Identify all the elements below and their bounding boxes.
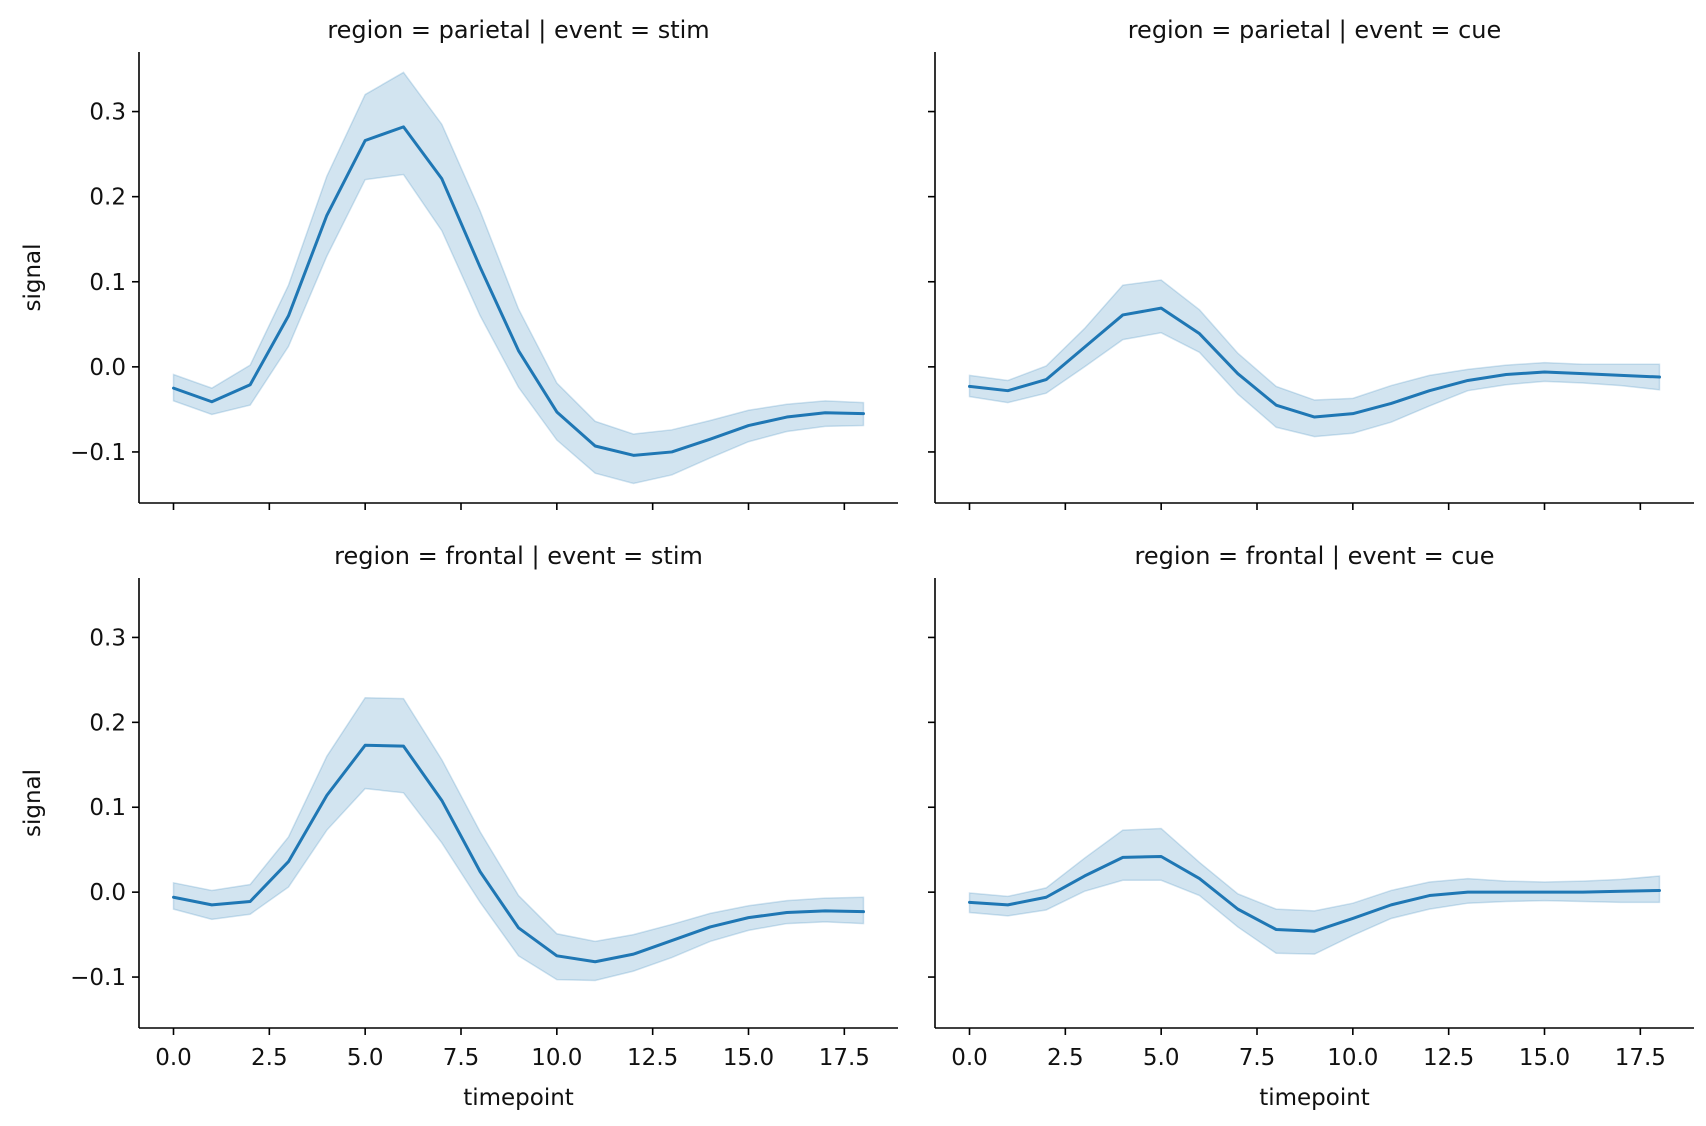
x-tick-label: 15.0 — [1519, 1045, 1570, 1071]
series-line — [172, 125, 865, 457]
y-axis-label: signal — [20, 769, 46, 837]
x-axis-label: timepoint — [463, 1085, 574, 1111]
x-tick-label: 12.5 — [627, 1045, 678, 1071]
y-tick-label: 0.0 — [89, 880, 126, 906]
x-tick-label: 0.0 — [155, 1045, 192, 1071]
facet-title: region = parietal | event = stim — [327, 16, 709, 44]
x-tick-label: 0.0 — [951, 1045, 988, 1071]
confidence-band — [968, 827, 1661, 955]
facet-panel: −0.1 0.0 0.1 0.2 0.3 region = parietal | even… — [20, 16, 898, 510]
y-tick-label: 0.1 — [89, 795, 126, 821]
y-tick-label: 0.2 — [89, 185, 126, 211]
y-tick-label: 0.3 — [89, 100, 126, 126]
facet-panel: −0.1 0.0 0.1 0.2 0.3 0.0 2.5 5.0 7.5 10.0 12.5 15.0… — [20, 542, 898, 1111]
y-axis-label: signal — [20, 243, 46, 311]
y-tick-label: −0.1 — [70, 965, 126, 991]
y-tick-label: −0.1 — [70, 440, 126, 466]
x-tick-label: 2.5 — [1047, 1045, 1084, 1071]
x-tick-label: 5.0 — [1143, 1045, 1180, 1071]
x-tick-label: 17.5 — [1615, 1045, 1666, 1071]
facet-title: region = frontal | event = stim — [334, 542, 703, 570]
x-tick-label: 17.5 — [819, 1045, 870, 1071]
confidence-band — [172, 696, 865, 982]
x-axis-label: timepoint — [1259, 1085, 1370, 1111]
x-tick-label: 7.5 — [443, 1045, 480, 1071]
x-tick-label: 7.5 — [1239, 1045, 1276, 1071]
x-tick-label: 15.0 — [723, 1045, 774, 1071]
x-tick-label: 10.0 — [1327, 1045, 1378, 1071]
series-line — [968, 306, 1661, 419]
facet-title: region = parietal | event = cue — [1128, 16, 1502, 44]
facet-title: region = frontal | event = cue — [1135, 542, 1495, 570]
y-tick-label: 0.2 — [89, 710, 126, 736]
x-tick-label: 12.5 — [1423, 1045, 1474, 1071]
x-tick-label: 2.5 — [251, 1045, 288, 1071]
facet-panel: region = parietal | event = cue — [928, 16, 1694, 510]
confidence-band — [968, 279, 1661, 438]
x-tick-label: 5.0 — [347, 1045, 384, 1071]
facet-panel: 0.0 2.5 5.0 7.5 10.0 12.5 15.0 17.5 region = fro… — [928, 542, 1694, 1111]
y-tick-label: 0.3 — [89, 625, 126, 651]
series-line — [968, 854, 1661, 933]
y-tick-label: 0.0 — [89, 355, 126, 381]
y-tick-label: 0.1 — [89, 270, 126, 296]
x-tick-label: 10.0 — [531, 1045, 582, 1071]
series-line — [172, 743, 865, 964]
